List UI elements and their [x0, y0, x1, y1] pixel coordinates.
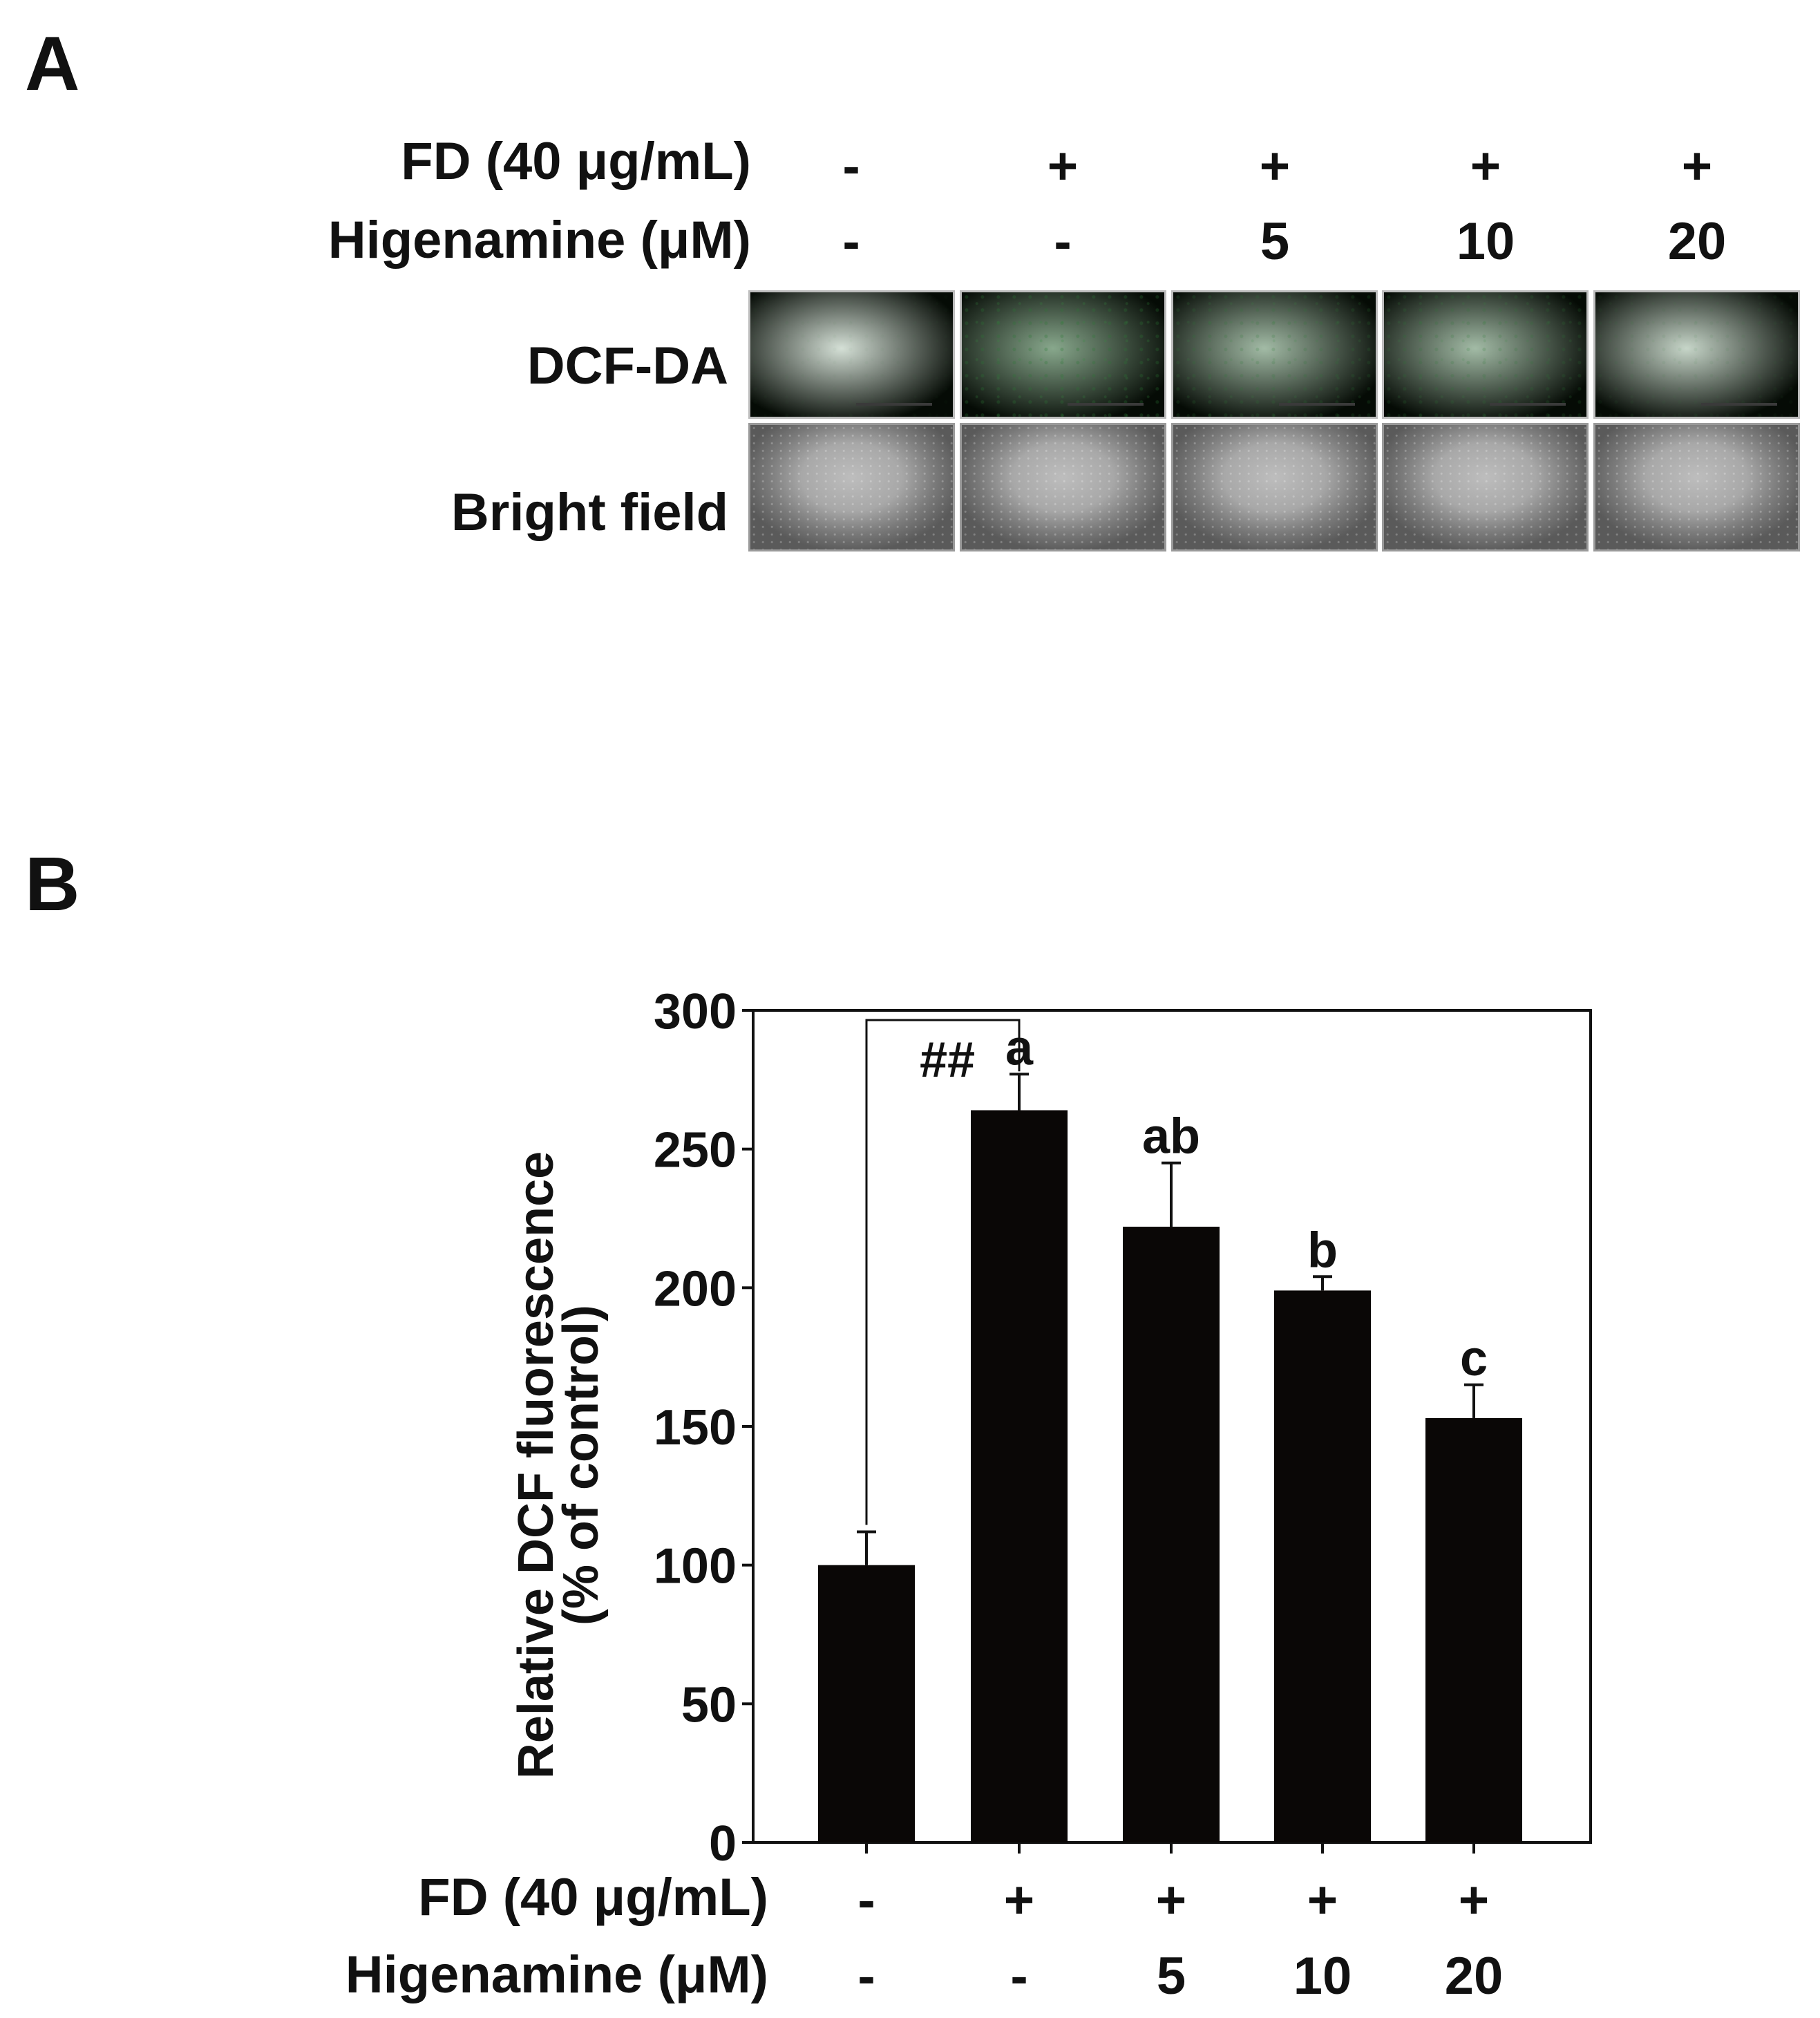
panel-a-letter: A: [25, 21, 80, 106]
bar-4: [1274, 1290, 1371, 1842]
panel-b-fd-sign-2: +: [1003, 1871, 1035, 1930]
panel-a-higenamine-row-label: Higenamine (μM): [328, 211, 751, 270]
dcf-da-image-4: [1382, 290, 1589, 419]
comparison-significance-label: ##: [919, 1032, 974, 1088]
y-tick-label: 200: [654, 1261, 737, 1317]
bar-5: [1425, 1417, 1522, 1842]
panel-a-fd-sign-1: -: [842, 137, 860, 196]
dcf-da-image-1: [748, 290, 955, 419]
bright-field-image-1: [748, 423, 955, 551]
y-axis-label-unit: (% of control): [553, 1305, 609, 1625]
dcf-da-image-2: [960, 290, 1166, 419]
y-tick-label: 0: [709, 1816, 737, 1871]
panel-a-fd-sign-3: +: [1259, 137, 1291, 196]
bright-field-row-label: Bright field: [451, 483, 728, 542]
y-tick-label: 50: [681, 1677, 737, 1733]
y-tick-label: 150: [654, 1400, 737, 1455]
bar-1: [818, 1565, 915, 1842]
y-tick-label: 300: [654, 984, 737, 1039]
y-tick-label: 100: [654, 1539, 737, 1594]
panel-a-fd-sign-2: +: [1047, 137, 1079, 196]
panel-a-higenamine-value-1: -: [842, 212, 860, 271]
scale-bar: [1490, 403, 1566, 406]
panel-b-fd-sign-1: -: [857, 1871, 875, 1930]
panel-b-higenamine-value-4: 10: [1293, 1947, 1352, 2006]
panel-b-higenamine-value-2: -: [1010, 1947, 1028, 2006]
bar-2: [971, 1110, 1068, 1842]
panel-a-higenamine-value-2: -: [1054, 212, 1072, 271]
panel-a-fd-sign-4: +: [1470, 137, 1501, 196]
panel-b-fd-sign-5: +: [1458, 1871, 1490, 1930]
panel-b-fd-sign-4: +: [1307, 1871, 1338, 1930]
scale-bar: [1701, 403, 1777, 406]
panel-b-fd-row-label: FD (40 μg/mL): [418, 1868, 768, 1927]
bar-3: [1123, 1227, 1220, 1842]
y-tick-label: 250: [654, 1123, 737, 1178]
y-axis-label: Relative DCF fluorescence: [509, 1151, 564, 1779]
bright-field-image-5: [1593, 423, 1800, 551]
panel-a-higenamine-value-4: 10: [1456, 212, 1515, 271]
panel-a-fd-sign-5: +: [1681, 137, 1713, 196]
panel-b-higenamine-value-1: -: [857, 1947, 875, 2006]
panel-b-higenamine-value-3: 5: [1156, 1947, 1186, 2006]
panel-b-fd-sign-3: +: [1155, 1871, 1187, 1930]
bright-field-image-2: [960, 423, 1166, 551]
panel-b-higenamine-value-5: 20: [1444, 1947, 1504, 2006]
panel-a-higenamine-value-5: 20: [1667, 212, 1727, 271]
bright-field-image-3: [1171, 423, 1378, 551]
scale-bar: [1068, 403, 1144, 406]
scale-bar: [1279, 403, 1355, 406]
significance-label-4: b: [1307, 1223, 1338, 1278]
dcf-da-image-3: [1171, 290, 1378, 419]
bright-field-image-4: [1382, 423, 1589, 551]
panel-b-letter: B: [25, 842, 80, 927]
significance-label-5: c: [1460, 1331, 1488, 1386]
scale-bar: [856, 403, 932, 406]
panel-a-fd-row-label: FD (40 μg/mL): [401, 132, 751, 191]
significance-label-3: ab: [1142, 1109, 1200, 1164]
panel-a-higenamine-value-3: 5: [1260, 212, 1290, 271]
dcf-da-image-5: [1593, 290, 1800, 419]
comparison-bracket: [865, 1019, 1021, 1525]
dcf-da-row-label: DCF-DA: [527, 337, 728, 395]
panel-b-higenamine-row-label: Higenamine (μM): [345, 1945, 768, 2004]
